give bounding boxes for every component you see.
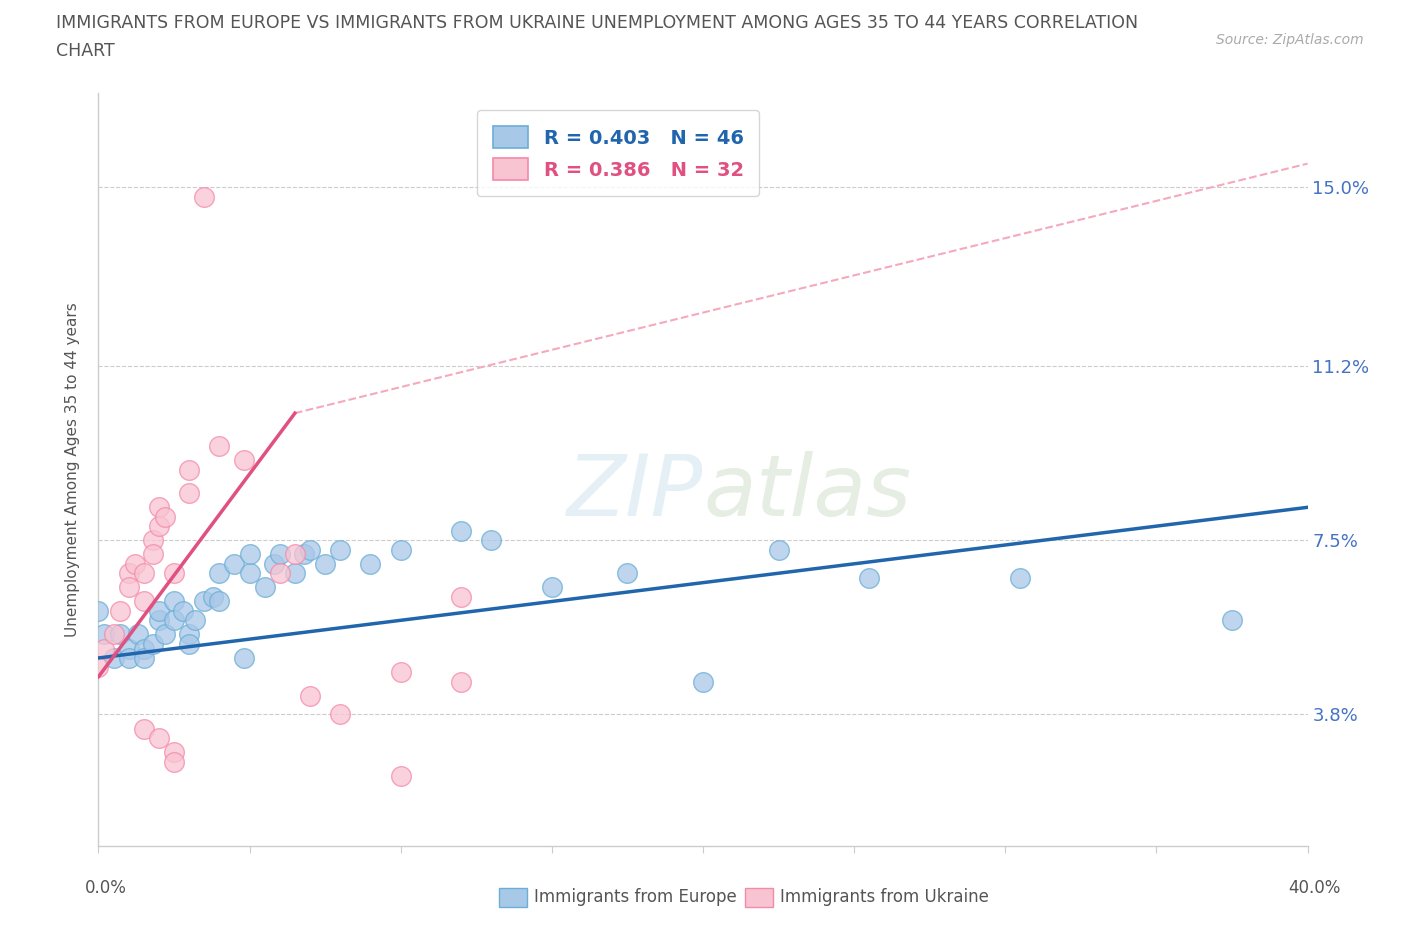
Point [450,590,472,604]
Point [208,565,231,580]
Point [132,641,155,656]
Point [858,570,880,585]
Point [172,604,194,618]
Point [540,580,562,595]
Point [163,565,186,580]
Point [232,651,254,666]
Text: atlas: atlas [703,451,911,534]
Point [314,556,336,571]
Point [1220,613,1243,628]
Point [450,524,472,538]
Point [103,651,125,666]
Point [269,547,291,562]
Point [108,627,131,642]
Point [232,453,254,468]
Point [132,594,155,609]
Point [163,745,186,760]
Point [389,542,412,557]
Point [132,721,155,736]
Point [360,556,382,571]
Point [148,519,170,534]
Point [142,533,165,548]
Point [153,627,176,642]
Point [118,641,141,656]
Text: ZIP: ZIP [567,451,703,534]
Point [103,627,125,642]
Point [118,651,141,666]
Point [93,627,115,642]
Point [163,594,186,609]
Point [163,754,186,769]
Point [148,604,170,618]
Point [193,594,215,609]
Point [269,565,291,580]
Point [692,674,714,689]
Text: IMMIGRANTS FROM EUROPE VS IMMIGRANTS FROM UKRAINE UNEMPLOYMENT AMONG AGES 35 TO : IMMIGRANTS FROM EUROPE VS IMMIGRANTS FRO… [56,14,1139,32]
Point [127,627,149,642]
Point [253,580,276,595]
Point [299,688,322,703]
Point [263,556,285,571]
Point [202,590,225,604]
Point [239,565,262,580]
Point [193,189,215,204]
Point [292,547,315,562]
Point [87,604,110,618]
Point [284,565,307,580]
Point [142,547,165,562]
Y-axis label: Unemployment Among Ages 35 to 44 years: Unemployment Among Ages 35 to 44 years [65,302,80,637]
Point [208,594,231,609]
Point [118,580,141,595]
Point [179,636,201,651]
Point [329,542,352,557]
Point [132,565,155,580]
Legend: R = 0.403   N = 46, R = 0.386   N = 32: R = 0.403 N = 46, R = 0.386 N = 32 [478,111,759,196]
Point [389,665,412,680]
Point [450,674,472,689]
Point [224,556,246,571]
Point [93,641,115,656]
Point [142,636,165,651]
Point [179,485,201,500]
Text: 0.0%: 0.0% [84,879,127,897]
Point [329,707,352,722]
Point [163,613,186,628]
Point [148,613,170,628]
Text: Source: ZipAtlas.com: Source: ZipAtlas.com [1216,33,1364,46]
Text: 40.0%: 40.0% [1288,879,1341,897]
Point [118,565,141,580]
Point [768,542,790,557]
Point [87,660,110,675]
Point [148,731,170,746]
Point [132,651,155,666]
Point [616,565,638,580]
Text: CHART: CHART [56,42,115,60]
Point [481,533,503,548]
Text: Immigrants from Ukraine: Immigrants from Ukraine [780,887,990,906]
Point [208,439,231,454]
Point [124,556,146,571]
Point [284,547,307,562]
Point [299,542,322,557]
Text: Immigrants from Europe: Immigrants from Europe [534,887,737,906]
Point [179,462,201,477]
Point [239,547,262,562]
Point [148,500,170,515]
Point [108,604,131,618]
Point [179,627,201,642]
Point [153,510,176,525]
Point [184,613,207,628]
Point [389,768,412,783]
Point [1010,570,1032,585]
